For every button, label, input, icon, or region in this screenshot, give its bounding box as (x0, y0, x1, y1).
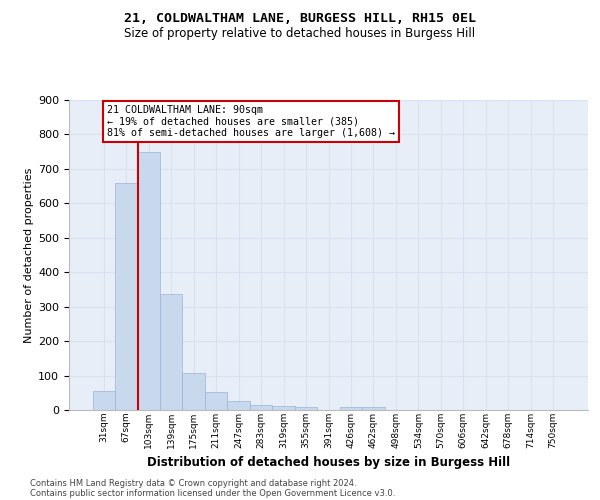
Bar (205, 392, 227, 410)
Bar (160, 294, 182, 410)
Bar (295, 407, 317, 410)
Bar (272, 406, 295, 410)
Bar (362, 407, 385, 410)
Text: Contains public sector information licensed under the Open Government Licence v3: Contains public sector information licen… (30, 488, 395, 498)
Text: Contains HM Land Registry data © Crown copyright and database right 2024.: Contains HM Land Registry data © Crown c… (30, 478, 356, 488)
Bar (115, 182, 137, 410)
Text: 21 COLDWALTHAM LANE: 90sqm
← 19% of detached houses are smaller (385)
81% of sem: 21 COLDWALTHAM LANE: 90sqm ← 19% of deta… (107, 105, 395, 138)
Bar (227, 402, 250, 410)
X-axis label: Distribution of detached houses by size in Burgess Hill: Distribution of detached houses by size … (147, 456, 510, 469)
Bar (92, 391, 115, 410)
Y-axis label: Number of detached properties: Number of detached properties (24, 168, 34, 342)
Bar (250, 405, 272, 410)
Text: 21, COLDWALTHAM LANE, BURGESS HILL, RH15 0EL: 21, COLDWALTHAM LANE, BURGESS HILL, RH15… (124, 12, 476, 26)
Bar (340, 407, 362, 410)
Bar (182, 373, 205, 410)
Text: Size of property relative to detached houses in Burgess Hill: Size of property relative to detached ho… (124, 28, 476, 40)
Bar (137, 152, 160, 410)
